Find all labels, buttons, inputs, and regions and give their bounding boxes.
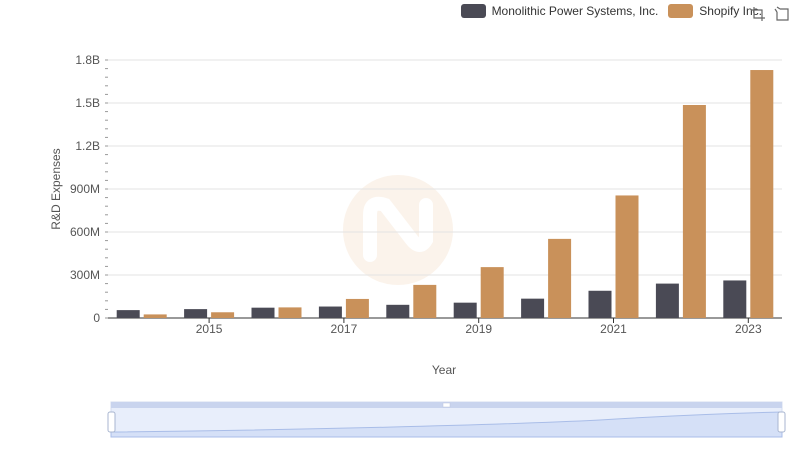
- bar-monolithic-2023[interactable]: [723, 280, 747, 318]
- bar-shopify-2014[interactable]: [143, 314, 167, 318]
- bar-shopify-2017[interactable]: [345, 298, 369, 318]
- bar-monolithic-2014[interactable]: [116, 310, 140, 318]
- grid-lines: [108, 59, 782, 276]
- toolbox: [750, 6, 790, 22]
- bar-shopify-2016[interactable]: [278, 307, 302, 318]
- bars: [116, 70, 774, 319]
- bar-monolithic-2020[interactable]: [521, 298, 545, 318]
- legend-item-monolithic[interactable]: Monolithic Power Systems, Inc.: [460, 4, 659, 18]
- legend-item-shopify[interactable]: Shopify Inc.: [668, 4, 762, 18]
- y-tick-label: 900M: [70, 182, 100, 196]
- y-tick-label: 600M: [70, 225, 100, 239]
- legend: Monolithic Power Systems, Inc. Shopify I…: [460, 4, 762, 18]
- bar-monolithic-2018[interactable]: [386, 304, 410, 318]
- zoom-handle-left[interactable]: [107, 411, 116, 433]
- bar-shopify-2015[interactable]: [211, 312, 235, 318]
- x-axis-label: Year: [432, 363, 456, 377]
- legend-swatch-monolithic: [460, 4, 486, 18]
- bar-shopify-2019[interactable]: [480, 267, 504, 318]
- bar-shopify-2023[interactable]: [750, 70, 774, 319]
- x-tick-label: 2017: [331, 322, 358, 336]
- bar-monolithic-2015[interactable]: [184, 309, 208, 318]
- bar-monolithic-2017[interactable]: [318, 306, 342, 318]
- zoom-handle-right[interactable]: [777, 411, 786, 433]
- x-tick-label: 2021: [600, 322, 627, 336]
- data-zoom-slider[interactable]: [107, 401, 786, 438]
- bar-monolithic-2022[interactable]: [655, 283, 679, 318]
- bar-shopify-2018[interactable]: [413, 284, 437, 318]
- restore-icon[interactable]: [774, 6, 790, 22]
- x-axis: 2015 2017 2019 2021 2023: [108, 317, 782, 336]
- y-tick-label: 1.2B: [75, 139, 100, 153]
- bar-monolithic-2016[interactable]: [251, 307, 275, 318]
- x-tick-label: 2015: [196, 322, 223, 336]
- y-tick-label: 1.8B: [75, 53, 100, 67]
- bar-monolithic-2019[interactable]: [453, 302, 477, 318]
- zoom-drag-bar[interactable]: [442, 402, 451, 408]
- zoom-icon[interactable]: [750, 6, 766, 22]
- x-tick-label: 2019: [465, 322, 492, 336]
- y-axis-label: R&D Expenses: [49, 148, 63, 229]
- legend-swatch-shopify: [668, 4, 694, 18]
- legend-label-monolithic: Monolithic Power Systems, Inc.: [491, 4, 659, 18]
- y-tick-label: 300M: [70, 268, 100, 282]
- y-tick-label: 1.5B: [75, 96, 100, 110]
- bar-monolithic-2021[interactable]: [588, 290, 612, 318]
- y-tick-label: 0: [93, 311, 100, 325]
- bar-shopify-2020[interactable]: [548, 238, 572, 318]
- watermark-logo: [343, 175, 453, 285]
- x-tick-label: 2023: [735, 322, 762, 336]
- bar-shopify-2021[interactable]: [615, 195, 639, 318]
- bar-shopify-2022[interactable]: [682, 105, 706, 318]
- legend-label-shopify: Shopify Inc.: [699, 4, 762, 18]
- y-axis: 0 300M 600M 900M 1.2B 1.5B 1.8B: [70, 53, 108, 325]
